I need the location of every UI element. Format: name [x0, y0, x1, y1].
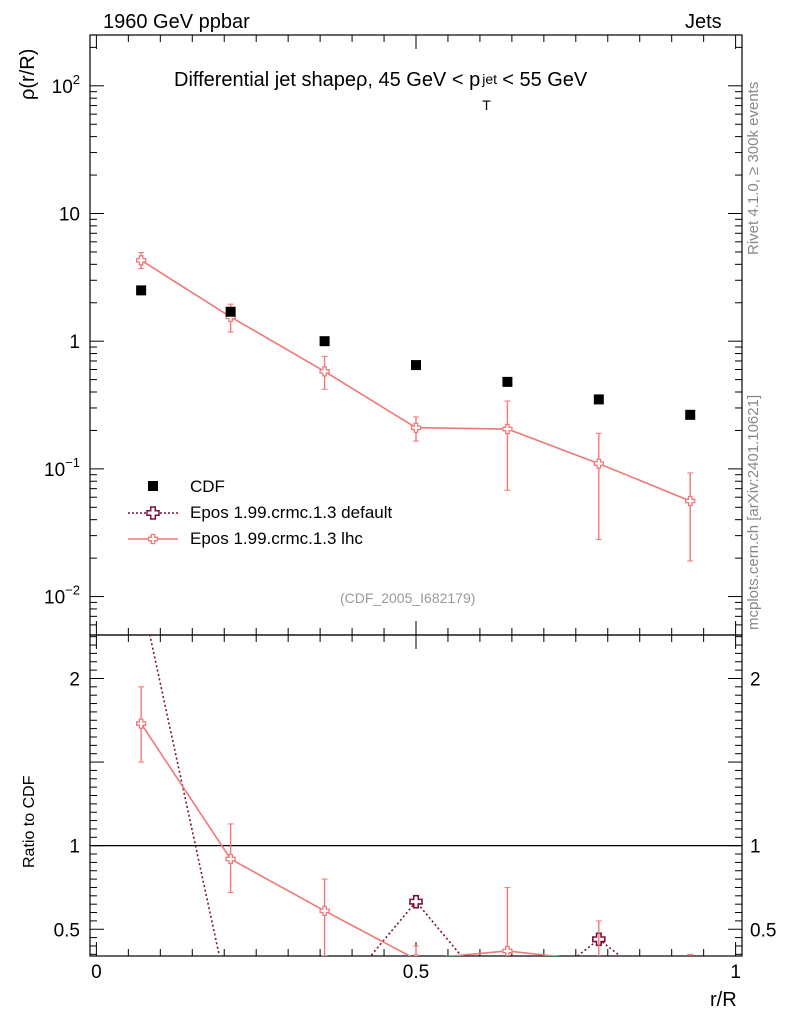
cdf-data-point: [411, 360, 421, 371]
x-tick-label: 1: [730, 962, 741, 983]
default-ratio-point: [409, 894, 423, 909]
lhc-main-point: [410, 422, 422, 433]
cdf-data-point: [502, 376, 513, 387]
legend-entry-lhc: Epos 1.99.crmc.1.3 lhc: [190, 529, 363, 548]
lhc-main-point: [593, 458, 604, 469]
lhc-ratio-point: [413, 954, 419, 956]
x-tick-label: 0: [91, 962, 102, 983]
main-title-prefix: Differential jet shapeρ, 45 GeV < p: [174, 69, 481, 91]
ratio-y-axis-label: Ratio to CDF: [21, 775, 38, 868]
main-y-tick-label: 10: [59, 204, 80, 225]
main-y-tick-label: 10−1: [44, 455, 80, 481]
main-y-tick-label: 102: [52, 72, 80, 98]
lhc-main-point: [319, 366, 330, 377]
lhc-ratio-point: [319, 905, 330, 917]
lhc-main-line: [140, 259, 691, 502]
lhc-main-point: [502, 423, 513, 435]
lhc-ratio-point: [502, 945, 513, 956]
main-series-group: [135, 251, 696, 562]
main-y-tick-exp: −2: [65, 583, 80, 598]
main-y-tick-label: 1: [69, 332, 80, 353]
cdf-data-point: [593, 394, 604, 405]
lhc-ratio-line: [140, 723, 561, 956]
main-y-tick-base: 10: [52, 77, 73, 98]
legend-entry-default: Epos 1.99.crmc.1.3 default: [190, 503, 393, 522]
ratio-y-tick-label-right: 1: [750, 837, 761, 858]
lhc-ratio-point: [686, 973, 695, 982]
legend-entry-cdf: CDF: [190, 477, 225, 496]
rivet-side-label: Rivet 4.1.0, ≥ 300k events: [745, 81, 762, 255]
lhc-ratio-point: [135, 718, 147, 729]
main-title-suffix: < 55 GeV: [502, 69, 588, 91]
ratio-y-tick-label-left: 1: [69, 837, 80, 858]
cdf-data-point: [319, 336, 330, 347]
ratio-series-group: [135, 635, 695, 982]
main-y-tick-exp: 2: [73, 72, 80, 87]
lhc-main-point: [685, 495, 696, 507]
main-y-tick-base: 10: [44, 460, 65, 481]
cdf-data-point: [136, 285, 147, 296]
main-plot-frame: [89, 34, 743, 636]
main-y-tick-exp: −1: [65, 455, 80, 470]
main-y-tick-label: 10−2: [44, 583, 80, 609]
legend-default-marker: [146, 506, 160, 520]
mcplots-side-label: mcplots.cern.ch [arXiv:2401.10621]: [745, 394, 762, 630]
ratio-y-tick-label-left: 2: [69, 669, 80, 690]
cdf-data-point: [685, 409, 696, 420]
header-left-label: 1960 GeV ppbar: [103, 11, 250, 33]
lhc-main-point: [135, 255, 147, 266]
lhc-ratio-point: [225, 853, 236, 865]
legend-cdf-marker: [148, 481, 158, 491]
main-title-sup: jet: [482, 71, 497, 87]
x-axis-label: r/R: [710, 989, 737, 1011]
ratio-y-tick-label-right: 2: [750, 669, 761, 690]
main-y-tick-base: 10: [44, 588, 65, 609]
legend-lhc-marker: [147, 533, 159, 545]
ratio-y-tick-label-left: 0.5: [54, 920, 80, 941]
watermark-label: (CDF_2005_I682179): [340, 590, 476, 606]
x-tick-label: 0.5: [403, 962, 429, 983]
main-title: Differential jet shapeρ, 45 GeV < p jet T <…: [174, 69, 588, 112]
main-title-sub: T: [482, 97, 491, 113]
ratio-y-tick-label-right: 0.5: [750, 920, 776, 941]
main-y-axis-label: ρ(r/R): [17, 48, 39, 100]
header-right-label: Jets: [685, 11, 722, 33]
lhc-ratio-point: [596, 955, 602, 956]
cdf-data-point: [225, 306, 236, 317]
